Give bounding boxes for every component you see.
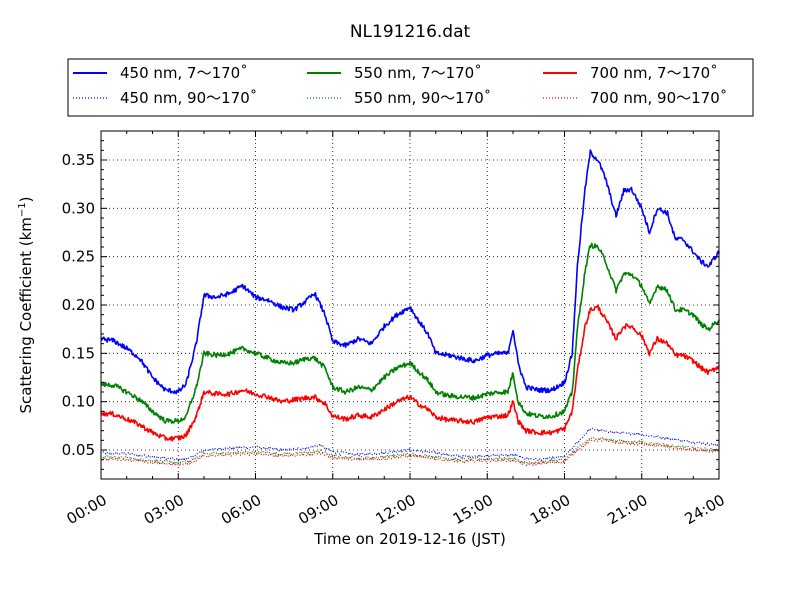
y-tick-label: 0.25	[62, 248, 95, 266]
x-tick-label: 12:00	[372, 491, 418, 528]
y-tick-label: 0.30	[62, 199, 95, 217]
legend-label: 550 nm, 90～170˚	[354, 89, 491, 107]
legend-label: 700 nm, 7～170˚	[590, 64, 718, 82]
legend-frame	[67, 58, 754, 117]
x-tick-label: 15:00	[450, 491, 496, 528]
y-axis-label: Scattering Coefficient (km−1)	[17, 196, 35, 413]
x-tick-label: 00:00	[63, 491, 109, 528]
y-tick-label: 0.35	[62, 151, 95, 169]
legend: 450 nm, 7～170˚ 550 nm, 7～170˚ 700 nm, 7～17…	[67, 58, 754, 117]
series-line	[100, 438, 720, 466]
series-line	[100, 304, 720, 442]
x-tick-label: 09:00	[295, 491, 341, 528]
y-axis-label-text: Scattering Coefficient (km	[17, 217, 35, 413]
legend-label: 700 nm, 90～170˚	[590, 89, 727, 107]
y-axis-label-unit-exponent: −1	[17, 202, 28, 217]
legend-label: 450 nm, 7～170˚	[120, 64, 248, 82]
y-tick-label: 0.15	[62, 344, 95, 362]
y-tick-label: 0.05	[62, 441, 95, 459]
x-tick-label: 03:00	[141, 491, 187, 528]
series-line	[100, 242, 720, 424]
series-line	[100, 149, 720, 395]
legend-label: 550 nm, 7～170˚	[354, 64, 482, 82]
plot-area: 00:00 03:00 06:00 09:00 12:00 15:00 18:00 21:00…	[62, 130, 728, 528]
x-tick-label: 21:00	[604, 491, 650, 528]
legend-label: 450 nm, 90～170˚	[120, 89, 257, 107]
y-axis-label-close: )	[17, 196, 35, 202]
x-axis-label: Time on 2019-12-16 (JST)	[313, 530, 506, 548]
x-tick-label: 18:00	[527, 491, 573, 528]
chart-title: NL191216.dat	[350, 22, 471, 42]
x-tick-label: 24:00	[681, 491, 727, 528]
y-tick-label: 0.20	[62, 296, 95, 314]
x-tick-label: 06:00	[218, 491, 264, 528]
y-tick-label: 0.10	[62, 393, 95, 411]
